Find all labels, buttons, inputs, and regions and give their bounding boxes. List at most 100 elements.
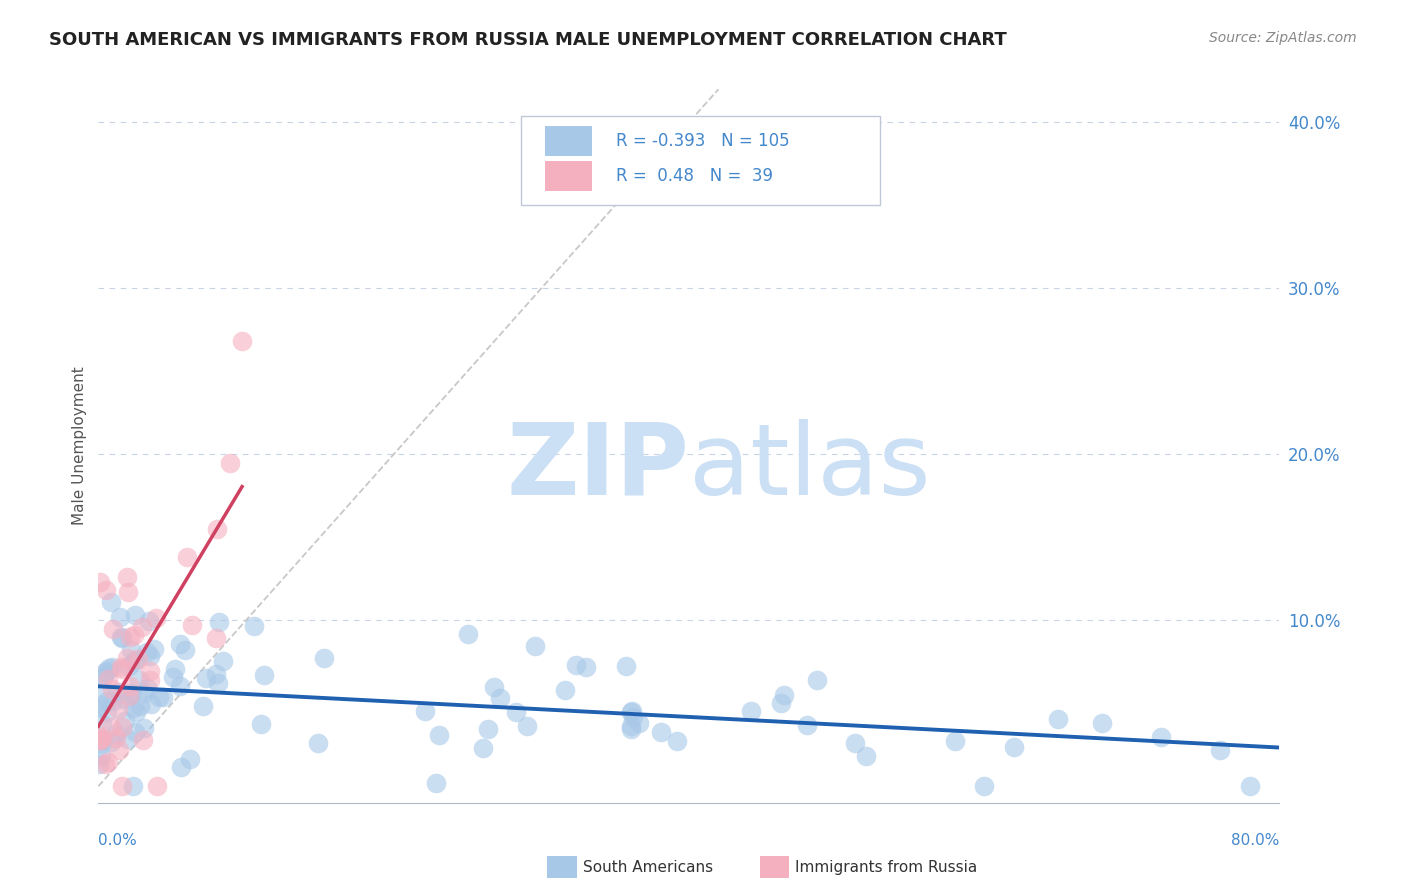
- Text: 80.0%: 80.0%: [1232, 832, 1279, 847]
- Point: [139, 697, 162, 711]
- Point: [429, 728, 451, 742]
- Point: [136, 681, 159, 696]
- Point: [457, 626, 479, 640]
- Point: [973, 779, 995, 793]
- Point: [180, 618, 202, 632]
- Point: [621, 704, 644, 718]
- Point: [100, 660, 122, 674]
- Point: [96, 582, 118, 597]
- Text: R =  0.48   N =  39: R = 0.48 N = 39: [616, 168, 773, 186]
- Point: [115, 569, 138, 583]
- Point: [1239, 779, 1261, 793]
- Point: [165, 663, 187, 677]
- Point: [94, 664, 117, 678]
- Point: [524, 639, 547, 653]
- Point: [169, 679, 191, 693]
- Point: [193, 699, 215, 714]
- Point: [621, 710, 644, 724]
- Point: [90, 737, 112, 751]
- Point: [96, 705, 118, 719]
- Point: [91, 734, 114, 748]
- Point: [176, 549, 198, 564]
- Y-axis label: Male Unemployment: Male Unemployment: [72, 367, 87, 525]
- Point: [90, 733, 112, 747]
- Point: [212, 654, 235, 668]
- Point: [124, 724, 146, 739]
- Point: [111, 691, 134, 706]
- Point: [87, 757, 110, 772]
- Point: [110, 610, 132, 624]
- Point: [179, 752, 201, 766]
- Point: [1091, 715, 1114, 730]
- Point: [1046, 712, 1070, 726]
- Text: atlas: atlas: [689, 419, 931, 516]
- Point: [477, 722, 499, 736]
- Point: [482, 680, 505, 694]
- Bar: [546, 161, 592, 191]
- Point: [207, 676, 229, 690]
- Point: [107, 743, 129, 757]
- Point: [134, 686, 156, 700]
- Point: [413, 704, 436, 718]
- Point: [89, 574, 111, 589]
- Point: [110, 660, 132, 674]
- Text: Source: ZipAtlas.com: Source: ZipAtlas.com: [1209, 31, 1357, 45]
- Point: [114, 714, 136, 728]
- Point: [770, 696, 793, 710]
- Point: [136, 645, 159, 659]
- Point: [219, 456, 242, 470]
- Point: [131, 620, 153, 634]
- Point: [554, 683, 576, 698]
- Point: [90, 749, 112, 764]
- Point: [614, 659, 637, 673]
- Point: [844, 737, 866, 751]
- Point: [118, 690, 141, 704]
- Point: [87, 732, 110, 747]
- Point: [105, 731, 128, 745]
- Point: [489, 691, 512, 706]
- Point: [307, 737, 329, 751]
- Point: [90, 680, 112, 694]
- Point: [204, 632, 226, 646]
- Point: [97, 660, 120, 674]
- Point: [107, 701, 129, 715]
- Point: [91, 717, 114, 731]
- Text: SOUTH AMERICAN VS IMMIGRANTS FROM RUSSIA MALE UNEMPLOYMENT CORRELATION CHART: SOUTH AMERICAN VS IMMIGRANTS FROM RUSSIA…: [49, 31, 1007, 49]
- Point: [93, 669, 115, 683]
- Bar: [547, 856, 576, 878]
- Point: [472, 741, 495, 756]
- Point: [89, 729, 111, 743]
- Point: [122, 701, 145, 715]
- Point: [124, 652, 146, 666]
- Point: [125, 705, 148, 719]
- Point: [139, 664, 162, 678]
- Point: [162, 670, 184, 684]
- Point: [312, 651, 335, 665]
- Point: [173, 643, 195, 657]
- Point: [169, 636, 191, 650]
- Point: [194, 671, 217, 685]
- Point: [242, 619, 264, 633]
- Point: [806, 673, 828, 687]
- Point: [124, 628, 146, 642]
- Point: [132, 732, 155, 747]
- Text: R = -0.393   N = 105: R = -0.393 N = 105: [616, 132, 789, 150]
- Point: [252, 668, 274, 682]
- Point: [93, 756, 115, 771]
- Point: [122, 779, 145, 793]
- Point: [740, 704, 762, 718]
- Point: [118, 630, 141, 644]
- Point: [118, 679, 141, 693]
- Point: [207, 615, 229, 629]
- Point: [666, 734, 689, 748]
- Point: [231, 334, 253, 349]
- Point: [505, 706, 527, 720]
- Point: [516, 719, 538, 733]
- Point: [138, 614, 160, 628]
- Point: [145, 611, 167, 625]
- Point: [110, 630, 132, 644]
- Point: [650, 725, 672, 739]
- Point: [148, 690, 170, 704]
- Point: [124, 608, 146, 623]
- Point: [205, 666, 228, 681]
